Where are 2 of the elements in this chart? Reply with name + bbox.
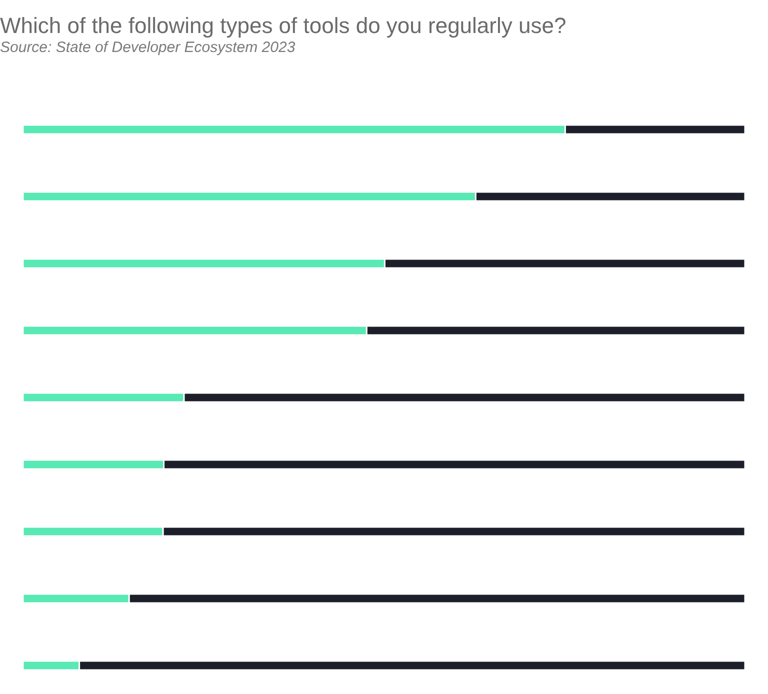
chart-title: Which of the following types of tools do you regularly use? [0,13,566,38]
source-note: Source: State of Developer Ecosystem 2023 [0,39,296,56]
